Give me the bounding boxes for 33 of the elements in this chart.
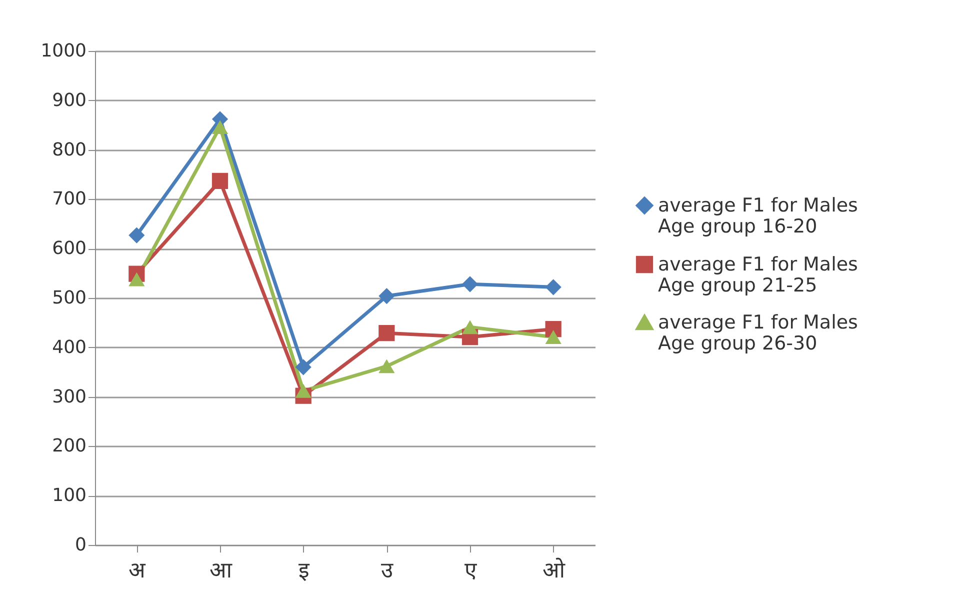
y-tick-label: 500 — [52, 288, 86, 308]
x-tick-label: ओ — [542, 558, 566, 584]
point — [462, 320, 478, 334]
point — [128, 227, 145, 244]
y-tick-label: 700 — [52, 188, 86, 210]
x-tick-label: अ — [128, 558, 147, 584]
x-tick-label: उ — [381, 558, 394, 584]
legend-label: average F1 for Males Age group 21-25 — [658, 254, 858, 296]
point — [378, 359, 395, 374]
point — [378, 325, 395, 342]
y-tick-label: 400 — [52, 336, 86, 358]
point — [212, 172, 228, 189]
legend-label: average F1 for Males Age group 16-20 — [658, 194, 858, 238]
point — [128, 272, 145, 286]
legend-label: average F1 for Males Age group 26-30 — [658, 312, 858, 354]
y-tick-label: 100 — [52, 485, 86, 506]
point — [545, 279, 562, 296]
point — [212, 120, 228, 134]
y-tick-label: 0 — [75, 534, 86, 556]
y-tick-label: 800 — [52, 139, 86, 160]
y-tick-label: 200 — [52, 436, 86, 457]
x-tick-label: आ — [210, 558, 232, 584]
y-tick-label: 300 — [52, 386, 86, 408]
point — [295, 359, 312, 376]
x-tick-label: ए — [464, 558, 478, 584]
x-tick-label: इ — [298, 558, 310, 584]
point — [378, 288, 395, 304]
point — [545, 330, 562, 344]
y-tick-label: 900 — [52, 90, 86, 111]
point — [295, 384, 312, 398]
y-tick-label: 1000 — [40, 40, 86, 62]
point — [462, 276, 478, 292]
y-tick-label: 600 — [52, 238, 86, 260]
